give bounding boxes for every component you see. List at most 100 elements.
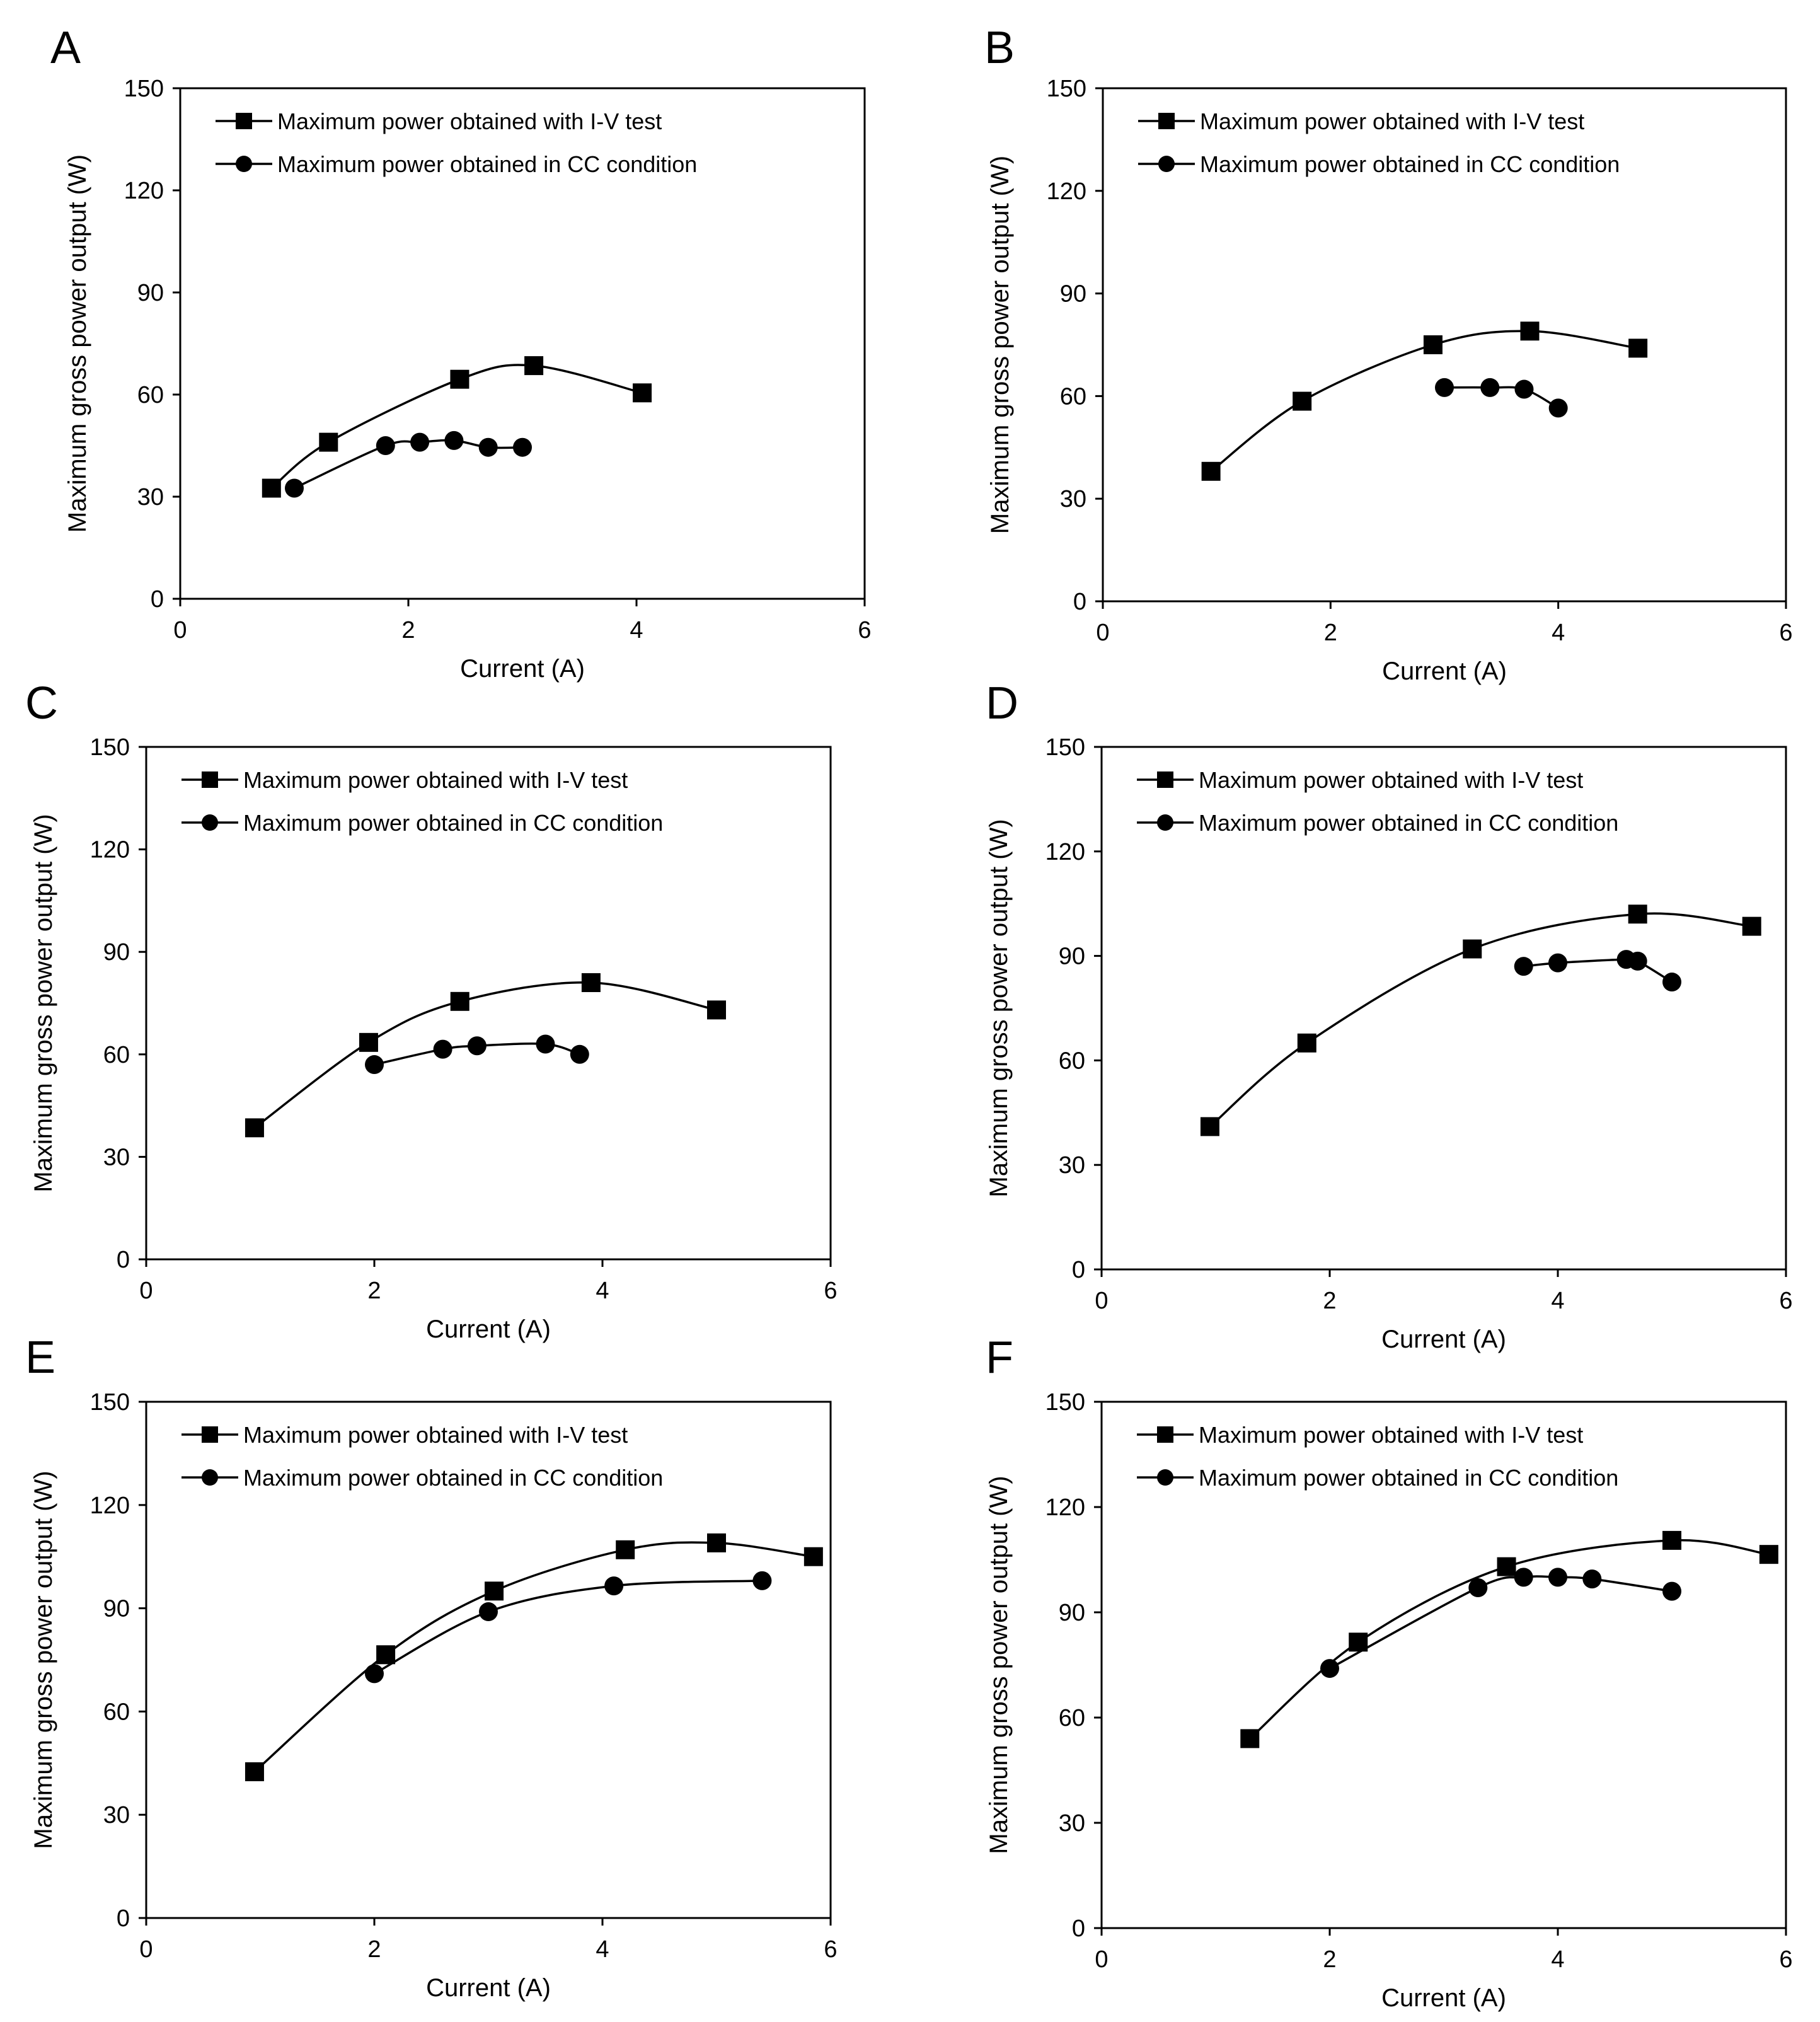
y-tick-label: 90: [1059, 944, 1085, 970]
y-tick-label: 60: [1059, 1705, 1085, 1731]
x-tick-label: 6: [1779, 620, 1792, 646]
legend-marker-square: [1157, 1426, 1173, 1443]
data-point-square: [450, 369, 469, 389]
data-point-square: [245, 1762, 264, 1781]
y-tick-label: 30: [1060, 486, 1086, 512]
y-tick-label: 60: [103, 1042, 130, 1068]
legend-label: Maximum power obtained with I-V test: [1199, 767, 1583, 793]
plot-frame: [1102, 87, 1787, 603]
y-tick-label: 150: [1045, 1389, 1085, 1416]
data-point-circle: [478, 437, 498, 457]
data-point-square: [262, 478, 281, 498]
x-tick-label: 0: [1095, 1288, 1108, 1314]
chart-panel-a: A 0 30 60 90 120 150 0 2 4 6 Current (A) Maximum gro…: [50, 23, 872, 683]
data-point-circle: [467, 1036, 487, 1056]
data-point-square: [616, 1540, 635, 1559]
data-point-square: [633, 383, 652, 403]
x-tick-label: 6: [824, 1278, 837, 1304]
y-tick-label: 120: [1047, 178, 1086, 205]
data-point-circle: [1320, 1659, 1339, 1678]
data-point-circle: [365, 1055, 384, 1075]
data-point-circle: [285, 478, 304, 498]
data-point-square: [1628, 338, 1648, 358]
x-axis-label: Current (A): [426, 1315, 551, 1343]
y-tick-label: 0: [1073, 589, 1086, 615]
x-tick-label: 4: [1552, 620, 1565, 646]
x-axis-label: Current (A): [1382, 657, 1507, 685]
y-tick-label: 60: [137, 382, 164, 408]
x-tick-label: 2: [1323, 1946, 1336, 1973]
data-point-square: [1628, 904, 1647, 924]
data-point-circle: [1514, 957, 1533, 976]
series-line-iv-test: [253, 981, 717, 1129]
y-axis-label: Maximum gross power output (W): [64, 154, 91, 533]
legend-marker-circle: [202, 814, 218, 831]
y-tick-label: 0: [117, 1247, 130, 1273]
x-tick-label: 4: [630, 617, 643, 644]
data-point-circle: [1514, 379, 1534, 399]
data-point-circle: [1662, 1581, 1681, 1601]
x-tick-label: 6: [824, 1936, 837, 1963]
y-tick-label: 150: [90, 1389, 130, 1416]
x-tick-label: 0: [139, 1278, 153, 1304]
x-tick-label: 2: [1324, 620, 1337, 646]
data-point-circle: [1662, 973, 1681, 992]
legend-marker-circle: [202, 1469, 218, 1486]
legend-marker-circle: [236, 156, 252, 172]
y-axis-label: Maximum gross power output (W): [30, 814, 57, 1192]
x-tick-label: 2: [367, 1278, 381, 1304]
data-point-circle: [1548, 1568, 1567, 1587]
y-tick-label: 0: [117, 1905, 130, 1932]
chart-panel-e: E 0 30 60 90 120 150 0 2 4 6 Current (A) Maximum gro…: [25, 1332, 838, 2002]
series-line-cc-condition: [1523, 957, 1673, 983]
y-tick-label: 90: [137, 280, 164, 306]
data-point-circle: [570, 1044, 589, 1064]
data-point-circle: [1548, 953, 1567, 973]
legend-label: Maximum power obtained in CC condition: [1199, 1465, 1618, 1491]
x-tick-label: 2: [1323, 1288, 1336, 1314]
legend-label: Maximum power obtained with I-V test: [1199, 1422, 1583, 1448]
series-line-cc-condition: [1329, 1575, 1673, 1670]
y-tick-label: 90: [103, 939, 130, 966]
panel-letter: E: [25, 1332, 55, 1383]
y-tick-label: 0: [151, 586, 164, 613]
y-tick-label: 120: [1045, 839, 1085, 865]
y-tick-label: 120: [90, 837, 130, 864]
data-point-square: [1423, 335, 1443, 354]
chart-panel-b: B 0 30 60 90 120 150 0 2 4 6 Current (A) Maximum gro…: [984, 23, 1793, 685]
data-point-square: [1463, 939, 1482, 959]
legend-marker-square: [236, 113, 252, 129]
y-tick-label: 60: [1059, 1048, 1085, 1074]
y-axis-label: Maximum gross power output (W): [986, 156, 1014, 534]
panel-letter: D: [986, 678, 1018, 729]
legend-marker-square: [202, 771, 218, 788]
y-tick-label: 150: [90, 734, 130, 761]
data-point-square: [1240, 1729, 1260, 1748]
chart-panel-c: C 0 30 60 90 120 150 0 2 4 6 Current (A) Maximum gro…: [25, 678, 838, 1343]
y-tick-label: 120: [1045, 1494, 1085, 1521]
data-point-circle: [1435, 378, 1454, 397]
plot-frame: [179, 87, 866, 600]
y-axis-label: Maximum gross power output (W): [985, 819, 1013, 1197]
x-tick-label: 4: [596, 1278, 609, 1304]
data-point-circle: [1548, 398, 1568, 418]
data-point-square: [450, 991, 469, 1011]
legend-label: Maximum power obtained with I-V test: [277, 108, 662, 134]
x-tick-label: 4: [596, 1936, 609, 1963]
y-tick-label: 60: [103, 1699, 130, 1725]
y-tick-label: 150: [1045, 734, 1085, 761]
data-point-square: [1201, 461, 1221, 481]
data-point-circle: [376, 436, 395, 455]
legend-marker-circle: [1158, 156, 1175, 172]
y-tick-label: 90: [1060, 281, 1086, 308]
data-point-square: [1293, 391, 1312, 411]
legend-label: Maximum power obtained in CC condition: [1199, 810, 1618, 836]
legend-marker-circle: [1157, 814, 1173, 831]
x-tick-label: 0: [139, 1936, 153, 1963]
y-tick-label: 60: [1060, 383, 1086, 410]
y-tick-label: 30: [103, 1802, 130, 1828]
data-point-square: [1297, 1033, 1316, 1053]
plot-frame: [145, 746, 832, 1261]
x-tick-label: 6: [1779, 1946, 1792, 1973]
